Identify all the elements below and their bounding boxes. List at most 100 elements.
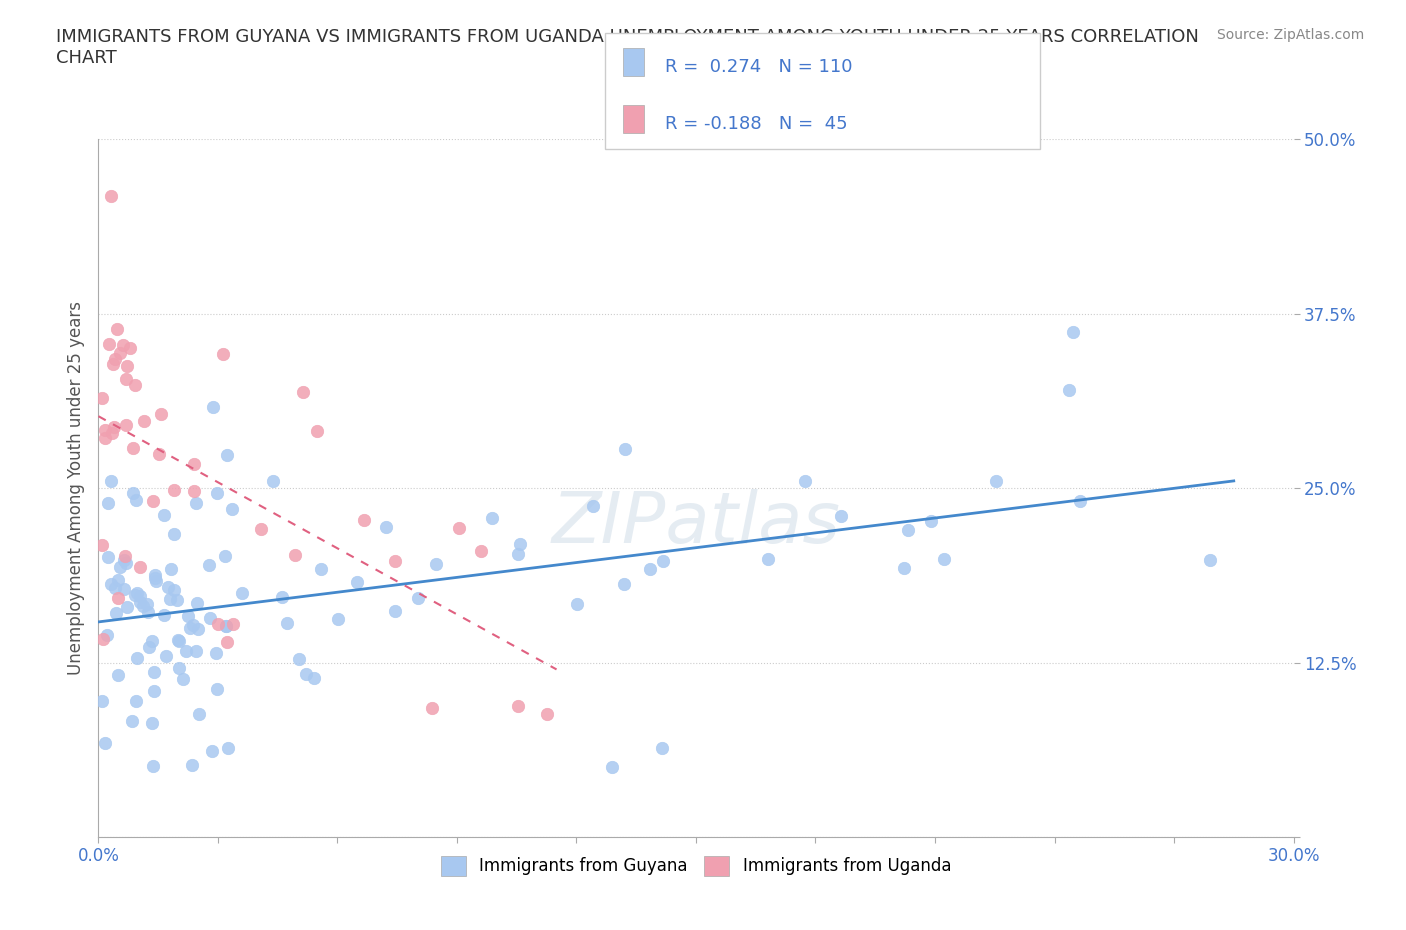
Point	[174, 644, 197, 658]
Point	[508, 547, 530, 562]
Point	[160, 562, 183, 577]
Point	[141, 634, 163, 649]
Point	[97, 495, 120, 510]
Point	[212, 347, 235, 362]
Point	[125, 492, 148, 507]
Point	[184, 644, 207, 658]
Text: R = -0.188   N =  45: R = -0.188 N = 45	[665, 114, 848, 133]
Point	[1057, 382, 1080, 397]
Point	[217, 740, 239, 755]
Y-axis label: Unemployment Among Youth under 25 years: Unemployment Among Youth under 25 years	[66, 301, 84, 675]
Point	[167, 632, 190, 647]
Point	[920, 513, 942, 528]
Point	[481, 511, 503, 525]
Point	[187, 622, 209, 637]
Point	[177, 608, 200, 623]
Point	[406, 591, 429, 605]
Point	[384, 604, 406, 618]
Point	[374, 520, 396, 535]
Point	[124, 378, 146, 392]
Point	[565, 597, 588, 612]
Point	[96, 627, 118, 642]
Point	[1062, 325, 1084, 339]
Point	[221, 501, 243, 516]
Point	[100, 577, 122, 591]
Point	[103, 419, 125, 434]
Point	[425, 557, 447, 572]
Point	[830, 509, 852, 524]
Point	[153, 508, 176, 523]
Point	[142, 665, 165, 680]
Point	[509, 536, 531, 551]
Point	[420, 701, 443, 716]
Point	[302, 671, 325, 685]
Point	[101, 426, 124, 441]
Point	[167, 633, 190, 648]
Point	[215, 618, 238, 633]
Point	[187, 706, 209, 721]
Point	[222, 617, 245, 631]
Text: R =  0.274   N = 110: R = 0.274 N = 110	[665, 58, 852, 76]
Point	[98, 337, 121, 352]
Point	[276, 616, 298, 631]
Point	[536, 707, 558, 722]
Point	[132, 414, 155, 429]
Point	[172, 671, 194, 686]
Point	[112, 338, 135, 352]
Point	[104, 580, 127, 595]
Point	[150, 406, 173, 421]
Legend: Immigrants from Guyana, Immigrants from Uganda: Immigrants from Guyana, Immigrants from …	[433, 847, 959, 884]
Point	[207, 617, 229, 631]
Point	[250, 522, 273, 537]
Point	[148, 446, 170, 461]
Point	[508, 698, 530, 713]
Point	[136, 604, 159, 619]
Point	[897, 523, 920, 538]
Point	[122, 485, 145, 500]
Point	[108, 560, 131, 575]
Point	[142, 494, 165, 509]
Point	[115, 556, 138, 571]
Point	[186, 595, 208, 610]
Point	[132, 599, 155, 614]
Point	[288, 652, 311, 667]
Point	[94, 431, 117, 445]
Point	[651, 740, 673, 755]
Point	[613, 577, 636, 591]
Text: ZIPatlas: ZIPatlas	[551, 488, 841, 558]
Point	[307, 424, 329, 439]
Point	[600, 760, 623, 775]
Point	[163, 583, 186, 598]
Point	[97, 550, 120, 565]
Point	[183, 484, 205, 498]
Point	[118, 340, 141, 355]
Point	[893, 561, 915, 576]
Point	[108, 345, 131, 360]
Point	[114, 372, 136, 387]
Point	[163, 526, 186, 541]
Point	[138, 640, 160, 655]
Point	[181, 618, 204, 633]
Point	[447, 520, 470, 535]
Point	[103, 352, 125, 366]
Point	[155, 648, 177, 663]
Point	[353, 512, 375, 527]
Point	[292, 384, 315, 399]
Point	[143, 570, 166, 585]
Point	[581, 498, 603, 513]
Point	[271, 590, 294, 604]
Point	[205, 682, 228, 697]
Point	[346, 575, 368, 590]
Point	[202, 400, 225, 415]
Point	[152, 607, 174, 622]
Point	[105, 322, 128, 337]
Point	[204, 645, 226, 660]
Point	[652, 553, 675, 568]
Point	[470, 544, 492, 559]
Point	[183, 457, 205, 472]
Point	[284, 548, 307, 563]
Point	[756, 552, 779, 567]
Point	[91, 390, 114, 405]
Point	[262, 473, 284, 488]
Point	[93, 736, 115, 751]
